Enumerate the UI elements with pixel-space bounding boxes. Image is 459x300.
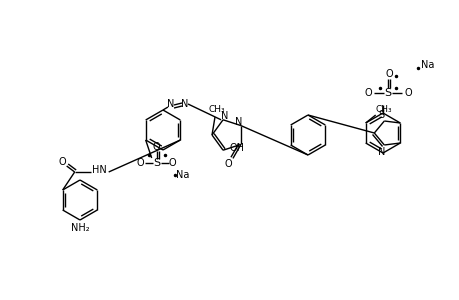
Text: S: S <box>153 158 160 168</box>
Text: Na: Na <box>420 60 434 70</box>
Text: O: O <box>384 69 392 79</box>
Text: O: O <box>403 88 411 98</box>
Text: N: N <box>221 111 228 121</box>
Text: CH₃: CH₃ <box>208 104 225 113</box>
Text: S: S <box>377 110 384 120</box>
Text: N: N <box>181 99 188 109</box>
Text: CH₃: CH₃ <box>375 104 391 113</box>
Text: S: S <box>384 88 391 98</box>
Text: O: O <box>364 88 371 98</box>
Text: O: O <box>224 159 231 170</box>
Text: OH: OH <box>229 143 244 153</box>
Text: O: O <box>168 158 176 168</box>
Text: Na: Na <box>176 170 189 180</box>
Text: O: O <box>137 158 144 168</box>
Text: NH₂: NH₂ <box>71 223 89 233</box>
Text: N: N <box>167 99 174 109</box>
Text: HN: HN <box>92 165 107 175</box>
Text: O: O <box>152 142 160 152</box>
Text: O: O <box>59 157 67 167</box>
Text: N: N <box>235 117 242 127</box>
Text: N: N <box>377 147 384 157</box>
